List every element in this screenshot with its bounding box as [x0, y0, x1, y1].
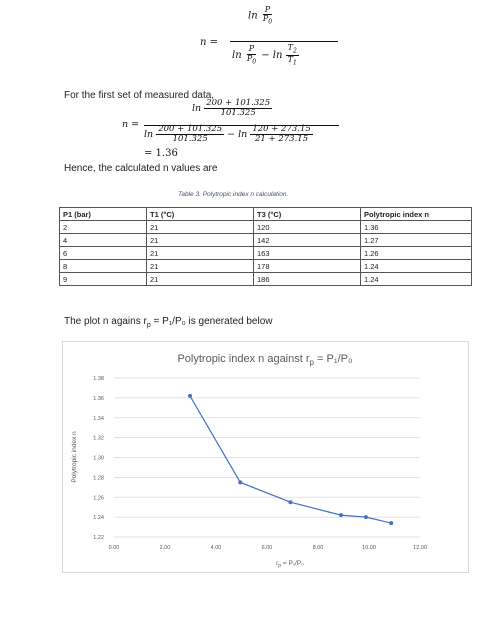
specific-numerator: ln 200 + 101.325 101.325	[192, 98, 273, 118]
y-tick-label: 1.24	[93, 515, 104, 521]
data-point	[288, 500, 293, 505]
table-row: 9 21 186 1.24	[59, 272, 472, 286]
y-tick-label: 1.34	[93, 416, 104, 422]
ln-label: ln	[232, 49, 242, 61]
p-over-p0-fraction: P P0	[261, 5, 274, 26]
plot-text-rest: = P₁/P₀ is generated below	[150, 316, 273, 327]
x-tick-label: 0.00	[109, 545, 120, 551]
specific-denominator: ln 200 + 101.325 101.325 − ln 120 + 273.…	[144, 125, 313, 144]
specific-fraction-bar	[144, 125, 339, 126]
p0-sub: 0	[252, 58, 257, 66]
general-denominator: ln P P0 − ln T2 T1	[232, 43, 299, 67]
p0-sub: 0	[268, 18, 273, 26]
data-point	[363, 515, 368, 520]
specific-result: = 1.36	[144, 148, 178, 159]
y-tick-label: 1.22	[93, 535, 104, 541]
denominator-2-top: 120 + 273.15	[250, 124, 313, 135]
y-tick-label: 1.26	[93, 495, 104, 501]
specific-formula: n = ln 200 + 101.325 101.325 ln 200 + 10…	[122, 98, 342, 162]
y-tick-label: 1.32	[93, 436, 104, 442]
denominator-2-bottom: 21 + 273.15	[255, 133, 309, 144]
chart-series	[187, 393, 394, 526]
chart-gridlines	[114, 377, 420, 538]
polytropic-table: P1 (bar) T1 (°C) T3 (°C) Polytropic inde…	[59, 207, 472, 286]
intro-text: For the first set of measured data,	[64, 90, 215, 101]
data-point	[187, 393, 192, 398]
y-tick-labels: 1.22 1.24 1.26 1.28 1.30 1.32 1.34 1.36 1.38	[93, 376, 104, 541]
plot-intro-text: The plot n agains rp = P₁/P₀ is generate…	[64, 316, 273, 329]
minus-ln-label: − ln	[227, 128, 248, 140]
y-tick-label: 1.36	[93, 396, 104, 402]
x-axis-title: rp = P₁/P₀	[276, 560, 304, 569]
y-tick-label: 1.38	[93, 376, 104, 382]
denominator-1-top: 200 + 101.325	[156, 124, 225, 135]
cell-n: 1.24	[360, 272, 472, 286]
p-symbol: P	[264, 5, 271, 14]
p-over-p0-fraction-den: P P0	[245, 45, 258, 65]
chart-frame	[62, 341, 469, 573]
general-formula-lhs: n =	[200, 37, 218, 48]
numerator-fraction: 200 + 101.325 101.325	[204, 98, 273, 118]
p-symbol: P	[248, 44, 255, 54]
denominator-fraction-1: 200 + 101.325 101.325	[156, 124, 225, 144]
x-tick-label: 4.00	[211, 545, 222, 551]
x-tick-label: 10.00	[362, 545, 376, 551]
cell-t3: 186	[253, 272, 361, 286]
table-caption: Table 3. Polytropic index n calculation.	[178, 191, 289, 198]
x-tick-labels: 0.00 2.00 4.00 6.00 8.00 10.00 12.00	[109, 545, 427, 551]
series-line	[189, 395, 392, 524]
table-row: 8 21 178 1.24	[59, 259, 472, 273]
y-tick-label: 1.30	[93, 456, 104, 462]
data-point	[389, 521, 394, 526]
hence-text: Hence, the calculated n values are	[64, 163, 218, 174]
x-tick-label: 8.00	[313, 545, 324, 551]
p0-symbol: P	[262, 14, 269, 24]
ln-label: ln	[144, 128, 154, 140]
data-point	[238, 480, 243, 485]
general-numerator: ln P P0	[248, 5, 274, 26]
denominator-fraction-2: 120 + 273.15 21 + 273.15	[250, 125, 313, 144]
x-tick-label: 2.00	[160, 545, 171, 551]
x-tick-label: 12.00	[413, 545, 427, 551]
y-tick-label: 1.28	[93, 475, 104, 481]
general-formula: n = ln P P0 ln P P0 − ln T2 T1	[200, 4, 340, 74]
t2-symbol: T	[287, 43, 293, 52]
plot-text-main: The plot n agains r	[64, 316, 147, 327]
specific-formula-lhs: n =	[122, 119, 140, 130]
t2-sub: 2	[292, 47, 297, 55]
t1-sub: 1	[292, 59, 297, 67]
numerator-top: 200 + 101.325	[204, 98, 273, 109]
t1-symbol: T	[287, 54, 293, 64]
denominator-1-bottom: 101.325	[172, 133, 208, 144]
plot-text-sub: p	[146, 322, 151, 329]
general-fraction-bar	[230, 41, 338, 42]
p0-symbol: P	[246, 53, 253, 63]
y-axis-title: Polytropic index n	[71, 431, 78, 483]
chart-title: Polytropic index n against rp = P₁/P₀	[177, 353, 352, 367]
minus-ln-label: − ln	[261, 49, 283, 61]
ln-label: ln	[192, 102, 202, 114]
ln-label: ln	[248, 10, 258, 22]
numerator-bottom: 101.325	[220, 107, 256, 118]
x-tick-label: 6.00	[262, 545, 273, 551]
data-point	[338, 513, 343, 518]
cell-t1: 21	[146, 272, 254, 286]
t2-over-t1-fraction: T2 T1	[285, 43, 299, 67]
